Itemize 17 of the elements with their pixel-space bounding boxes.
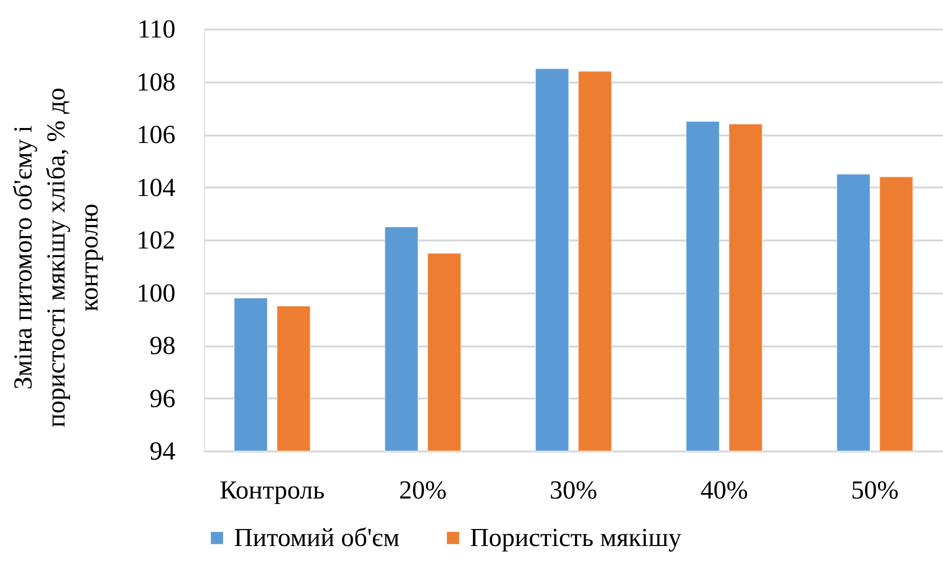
y-tick-label: 110: [137, 14, 176, 44]
legend-label: Питомий об'єм: [234, 523, 400, 552]
x-tick-label: 50%: [850, 476, 899, 504]
y-tick-label: 104: [136, 172, 176, 202]
legend-label: Пористість мякішу: [470, 523, 682, 552]
x-tick-label: Контроль: [220, 476, 325, 504]
y-tick-label: 96: [150, 384, 176, 413]
x-tick-label: 20%: [399, 476, 447, 504]
y-tick-label: 94: [150, 436, 176, 466]
y-tick-label: 98: [150, 331, 176, 360]
x-tick-label: 30%: [550, 476, 598, 504]
y-tick-label: 102: [136, 226, 176, 254]
x-tick-label: 40%: [700, 476, 748, 504]
y-axis-title: Зміна питомого об'єму і пористості мякішу хліба, % до контролю: [8, 88, 104, 428]
y-tick-label: 106: [136, 120, 176, 149]
y-tick-label: 108: [136, 67, 176, 96]
y-tick-label: 100: [136, 278, 176, 308]
